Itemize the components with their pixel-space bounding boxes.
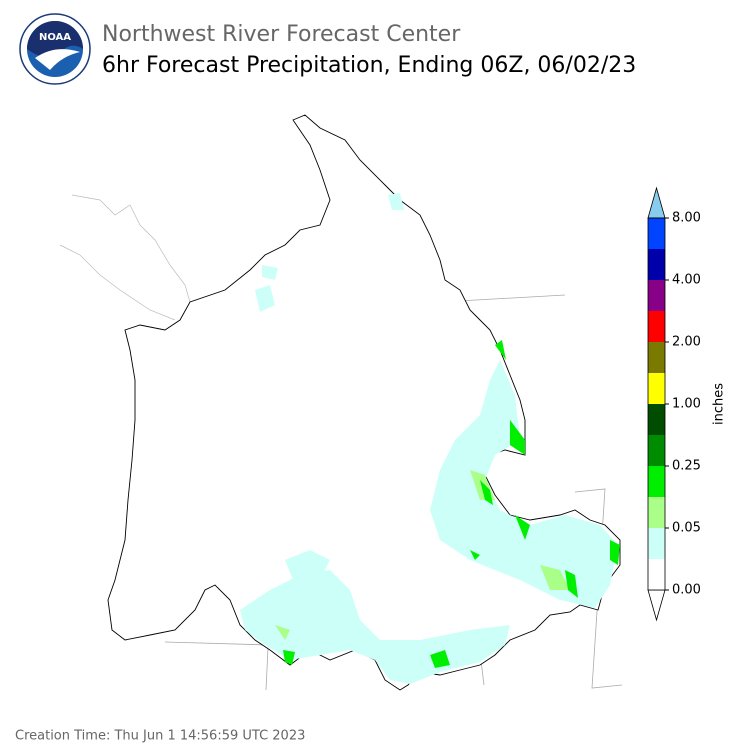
precip-area [480, 480, 493, 505]
colorbar-segment [648, 435, 665, 466]
colorbar-segment [648, 528, 665, 559]
colorbar-segment [648, 280, 665, 311]
precip-area [610, 540, 620, 565]
colorbar-segment [648, 404, 665, 435]
precip-area [470, 550, 480, 560]
colorbar-segment [648, 249, 665, 280]
colorbar-tick-label: 2.00 [672, 335, 701, 350]
colorbar-segment [648, 342, 665, 373]
colorbar-extend-low [647, 589, 666, 622]
colorbar-tick-label: 1.00 [672, 397, 701, 412]
colorbar-tick-label: 8.00 [672, 211, 701, 226]
logo-text: NOAA [39, 32, 71, 43]
precip-area [430, 650, 450, 668]
precipitation [240, 193, 620, 684]
colorbar-segment [648, 559, 665, 590]
colorbar-segment [648, 466, 665, 497]
colorbar-tick-label: 4.00 [672, 273, 701, 288]
precip-area [540, 565, 570, 590]
precip-area [255, 285, 275, 312]
colorbar-segment [648, 311, 665, 342]
colorbar-extend-high [647, 186, 666, 219]
precip-area [515, 515, 530, 540]
colorbar-tick-label: 0.05 [672, 521, 701, 536]
precip-area [388, 193, 404, 210]
colorbar: 0.00 0.05 0.25 1.00 2.00 4.00 8.00 inches [647, 186, 727, 622]
precip-area [283, 650, 295, 665]
precip-area [495, 340, 506, 360]
colorbar-segment [648, 373, 665, 404]
precip-area [430, 360, 618, 608]
precip-area [565, 570, 578, 598]
basin-outline [107, 114, 621, 691]
colorbar-segment [648, 497, 665, 528]
colorbar-tick-label: 0.00 [672, 583, 701, 598]
colorbar-tick-label: 0.25 [672, 459, 701, 474]
precip-area [262, 265, 278, 280]
noaa-logo: NOAA [19, 13, 91, 85]
map-title: 6hr Forecast Precipitation, Ending 06Z, … [102, 53, 636, 78]
precip-area [285, 550, 330, 585]
organization: Northwest River Forecast Center [102, 22, 461, 47]
colorbar-unit: inches [712, 383, 727, 425]
colorbar-segment [648, 218, 665, 249]
creation-time: Creation Time: Thu Jun 1 14:56:59 UTC 20… [15, 729, 305, 744]
precip-area [275, 625, 290, 640]
precip-area [510, 420, 525, 455]
